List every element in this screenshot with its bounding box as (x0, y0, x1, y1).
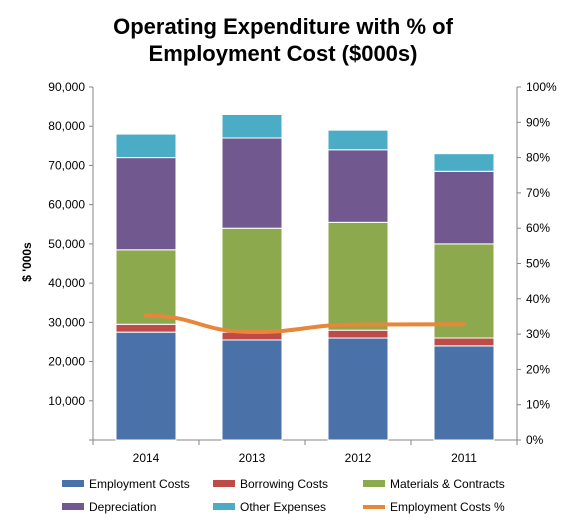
y2-tick-label: 80% (526, 151, 550, 165)
legend-swatch (213, 480, 235, 487)
bar-segment (115, 157, 177, 251)
bar-segment (115, 323, 177, 333)
bar-segment (327, 221, 389, 331)
y-tick-label: 50,000 (48, 237, 85, 251)
legend-label: Other Expenses (240, 500, 326, 514)
chart-title-line-1: Operating Expenditure with % of (113, 14, 453, 39)
bar-segment (115, 331, 177, 441)
y-tick-label: 40,000 (48, 276, 85, 290)
x-tick-label: 2011 (451, 451, 477, 465)
legend-label: Employment Costs (89, 477, 190, 491)
bar-segment (433, 337, 495, 347)
y-tick-label: 20,000 (48, 355, 85, 369)
y2-tick-label: 90% (526, 115, 550, 129)
bar-segment (433, 345, 495, 441)
x-tick-label: 2012 (345, 451, 372, 465)
legend-label: Materials & Contracts (390, 477, 505, 491)
y-tick-label: 30,000 (48, 315, 85, 329)
legend-label: Employment Costs % (390, 500, 505, 514)
bar-segment (327, 329, 389, 339)
y2-tick-label: 100% (526, 80, 557, 94)
legend-label: Depreciation (89, 500, 156, 514)
legend-swatch (62, 503, 84, 510)
bar-segment (221, 227, 283, 333)
legend-swatch (213, 503, 235, 510)
y-tick-label: 70,000 (48, 158, 85, 172)
y2-tick-label: 10% (526, 398, 550, 412)
bar-segment (327, 129, 389, 151)
y2-tick-label: 60% (526, 221, 550, 235)
bar-segment (115, 249, 177, 325)
legend-swatch (62, 480, 84, 487)
legend-label: Borrowing Costs (240, 477, 328, 491)
y2-tick-label: 50% (526, 257, 550, 271)
y-tick-label: 10,000 (48, 394, 85, 408)
chart-title-line-2: Employment Cost ($000s) (149, 41, 418, 66)
chart-body: 10,000 20,000 30,000 40,000 50,000 60,000 70,0… (48, 80, 557, 514)
x-tick-label: 2013 (239, 451, 266, 465)
y2-tick-label: 0% (526, 433, 544, 447)
bar-segment (221, 113, 283, 139)
y-tick-label: 80,000 (48, 119, 85, 133)
y2-tick-label: 40% (526, 292, 550, 306)
bar-segment (221, 339, 283, 441)
y-tick-label: 60,000 (48, 198, 85, 212)
x-tick-label: 2014 (133, 451, 160, 465)
y2-tick-label: 20% (526, 362, 550, 376)
y2-tick-label: 30% (526, 327, 550, 341)
bar-segment (115, 133, 177, 159)
bar-segment (433, 170, 495, 245)
y2-tick-label: 70% (526, 186, 550, 200)
bar-segment (327, 337, 389, 441)
bar-segment (221, 137, 283, 229)
bar-segment (433, 153, 495, 172)
bar-segment (327, 149, 389, 223)
employment-cost-pct-line (144, 313, 466, 334)
y-axis-title: $ '000s (20, 242, 34, 282)
legend-swatch (363, 480, 385, 487)
y-tick-label: 90,000 (48, 80, 85, 94)
